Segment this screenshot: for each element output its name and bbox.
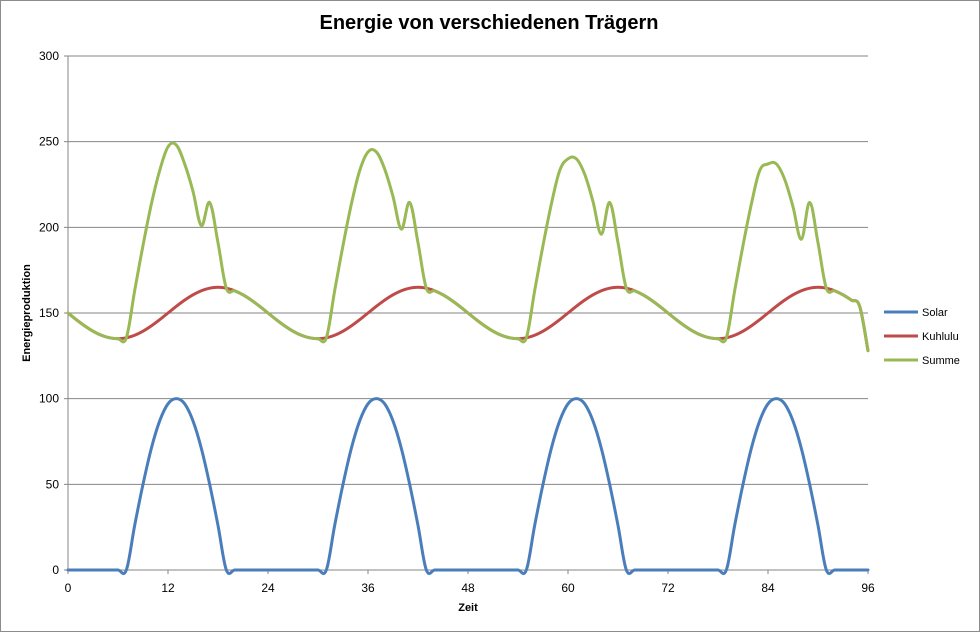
y-axis-label: Energieproduktion xyxy=(21,264,33,362)
x-tick-label: 48 xyxy=(461,581,475,595)
x-tick-label: 0 xyxy=(65,581,72,595)
x-tick-label: 60 xyxy=(561,581,575,595)
x-tick-label: 36 xyxy=(361,581,375,595)
y-tick-label: 150 xyxy=(39,306,59,320)
x-axis-label: Zeit xyxy=(458,602,478,614)
y-tick-label: 200 xyxy=(39,220,59,234)
x-tick-label: 24 xyxy=(261,581,275,595)
x-tick-label: 84 xyxy=(761,581,775,595)
series-line-summe xyxy=(66,141,870,353)
grid-lines xyxy=(68,55,868,485)
legend-label-solar: Solar xyxy=(922,307,948,319)
y-tick-label: 100 xyxy=(39,392,59,406)
y-tick-label: 250 xyxy=(39,135,59,149)
y-tick-label: 50 xyxy=(46,477,60,491)
y-tick-label: 300 xyxy=(39,49,59,63)
series-line-kuhlulu xyxy=(66,285,870,353)
legend-label-kuhlulu: Kuhlulu xyxy=(922,331,959,343)
legend: Solar Kuhlulu Summe xyxy=(884,307,960,367)
chart-title: Energie von verschiedenen Trägern xyxy=(319,12,659,34)
series-line-solar xyxy=(66,397,870,576)
x-tick-labels: 0 12 24 36 48 60 72 84 96 xyxy=(65,570,875,595)
series-layer xyxy=(66,141,870,576)
x-tick-label: 12 xyxy=(161,581,175,595)
x-tick-label: 72 xyxy=(661,581,675,595)
legend-label-summe: Summe xyxy=(922,355,960,367)
y-tick-labels: 0 50 100 150 200 250 300 xyxy=(39,49,68,577)
y-tick-label: 0 xyxy=(52,563,59,577)
x-tick-label: 96 xyxy=(861,581,875,595)
